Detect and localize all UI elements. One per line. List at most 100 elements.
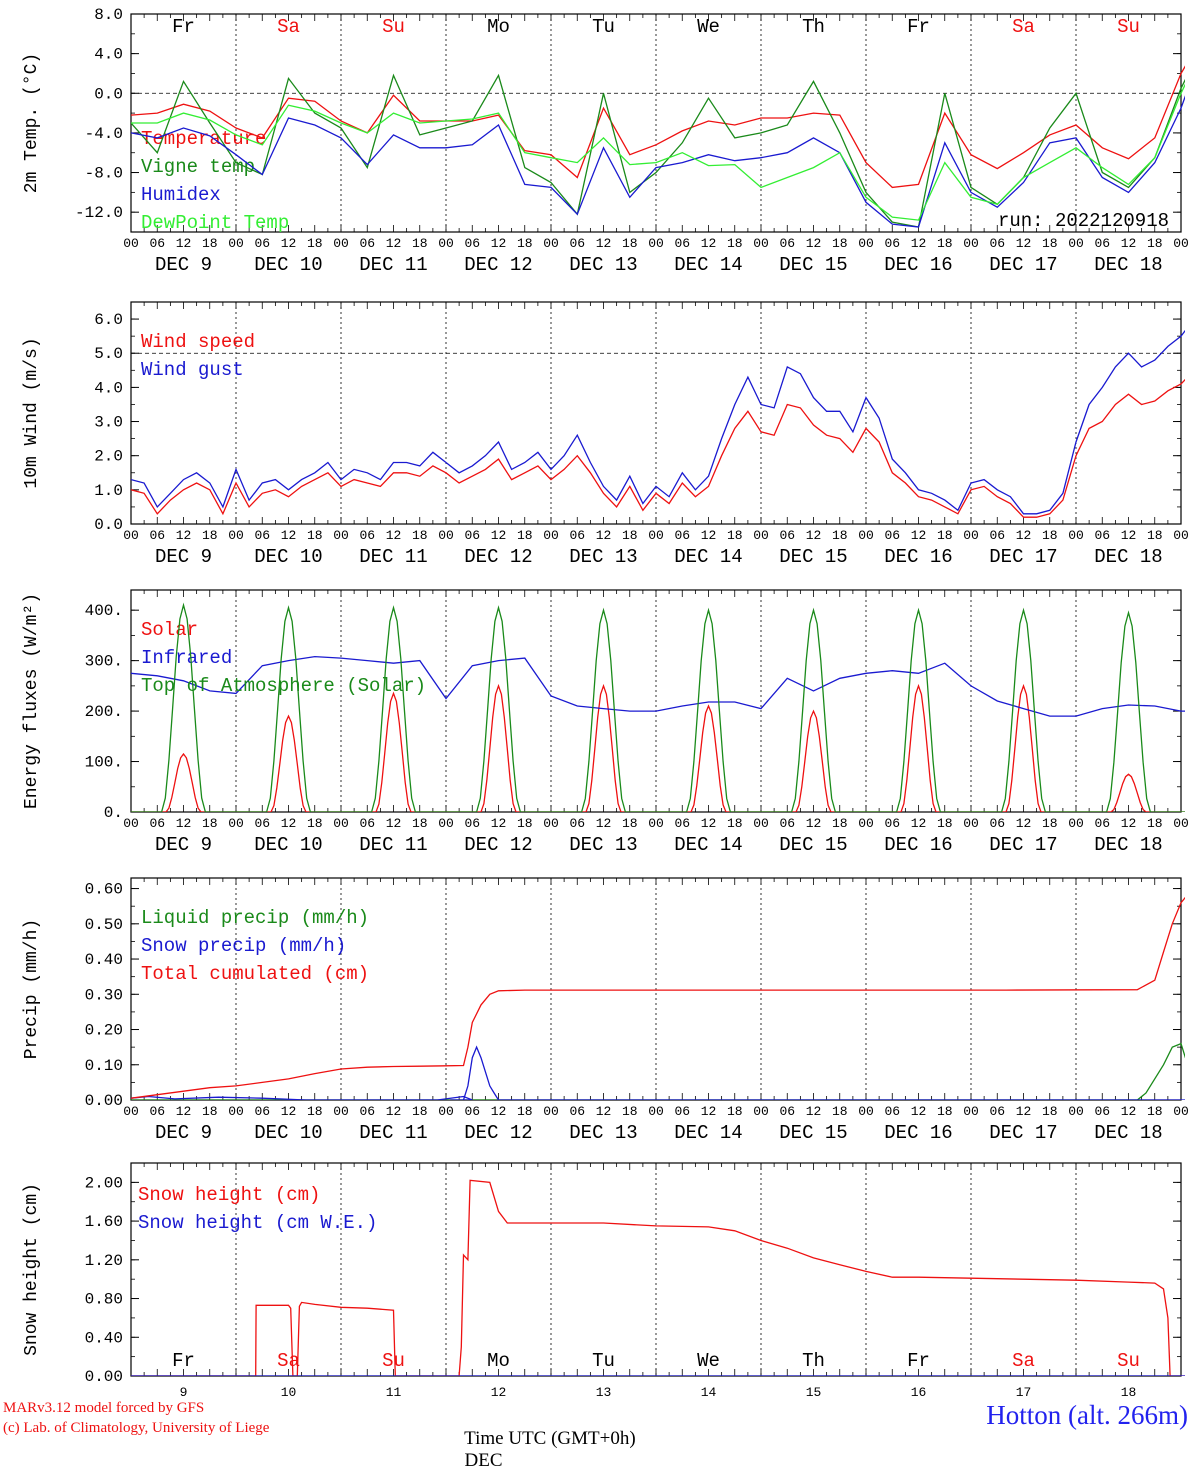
hour-label: 00 [963,528,979,543]
legend-entry: Wind speed [141,331,255,353]
series-line-humidex [131,95,1185,228]
hour-label: 12 [176,1104,192,1119]
hour-label: 00 [858,1104,874,1119]
date-label: DEC 18 [1094,254,1162,276]
hour-label: 12 [176,236,192,251]
panel-4: 0.60 0.50 0.40 0.30 0.20 0.10 0.00 Precip (mm/h… [22,877,1189,1144]
day-number: 9 [180,1385,188,1400]
day-number: 13 [596,1385,612,1400]
legend-entry: Solar [141,619,198,641]
x-axis-title: Time UTC (GMT+0h) DEC [455,1406,636,1472]
hour-label: 18 [517,816,533,831]
weekday-label: Mo [487,1350,510,1372]
hour-label: 06 [149,1104,165,1119]
hour-label: 12 [386,816,402,831]
hour-label: 18 [202,1104,218,1119]
date-label: DEC 11 [359,1122,427,1144]
date-label: DEC 9 [155,834,212,856]
hour-label: 18 [1042,528,1058,543]
hour-label: 18 [937,236,953,251]
hour-label: 18 [412,816,428,831]
y-tick-label: 1.20 [85,1252,123,1270]
hour-label: 12 [491,816,507,831]
station-name: Hotton (alt. 266m) [986,1400,1188,1430]
hour-label: 18 [832,236,848,251]
hour-label: 18 [937,816,953,831]
hour-label: 12 [281,236,297,251]
hour-label: 00 [1068,528,1084,543]
hour-label: 18 [832,1104,848,1119]
y-tick-label: -4.0 [85,125,123,143]
hour-label: 12 [176,816,192,831]
hour-label: 00 [228,1104,244,1119]
hour-label: 12 [491,1104,507,1119]
hour-label: 00 [648,236,664,251]
hour-label: 06 [674,816,690,831]
hour-label: 06 [884,1104,900,1119]
date-label: DEC 12 [464,834,532,856]
hour-label: 00 [543,1104,559,1119]
hour-label: 00 [963,816,979,831]
hour-label: 18 [832,816,848,831]
y-tick-label: 0.50 [85,916,123,934]
date-label: DEC 17 [989,254,1057,276]
hour-label: 12 [701,528,717,543]
hour-label: 18 [1147,528,1163,543]
day-number: 18 [1121,1385,1137,1400]
hour-label: 12 [701,236,717,251]
series-line-snow-precip-mm-h- [131,1045,1185,1100]
hour-label: 06 [254,816,270,831]
hour-label: 18 [517,236,533,251]
hour-label: 00 [1068,1104,1084,1119]
hour-label: 18 [307,816,323,831]
hour-label: 12 [1121,1104,1137,1119]
hour-label: 18 [202,528,218,543]
legend-entry: Temperature [141,128,266,150]
weekday-label: Su [382,16,405,38]
hour-label: 06 [359,1104,375,1119]
hour-label: 12 [1016,816,1032,831]
y-tick-label: 2.0 [94,448,123,466]
weekday-label: Sa [277,16,300,38]
hour-label: 12 [911,1104,927,1119]
y-tick-label: 300. [85,653,123,671]
hour-label: 06 [149,528,165,543]
series-line-wind-speed [131,378,1185,518]
hour-label: 18 [1042,816,1058,831]
hour-label: 12 [1016,1104,1032,1119]
day-number: 10 [281,1385,297,1400]
panel-3: 400. 300. 200. 100. 0. Energy fluxes (W/m²) 00… [22,589,1189,856]
hour-label: 12 [596,236,612,251]
date-label: DEC 13 [569,254,637,276]
hour-label: 06 [779,1104,795,1119]
series-line-infrared [131,655,1185,717]
date-label: DEC 14 [674,1122,742,1144]
hour-label: 00 [858,528,874,543]
hour-label: 12 [596,528,612,543]
date-label: DEC 17 [989,834,1057,856]
hour-label: 06 [779,528,795,543]
day-number: 14 [701,1385,717,1400]
series-line-dewpoint-temp [131,83,1185,221]
hour-label: 12 [1121,528,1137,543]
hour-label: 00 [123,528,139,543]
y-tick-label: 0. [104,804,123,822]
y-tick-label: 0.40 [85,1329,123,1347]
y-tick-label: 0.0 [94,85,123,103]
hour-label: 06 [464,528,480,543]
hour-label: 06 [254,528,270,543]
hour-label: 06 [674,236,690,251]
hour-label: 18 [307,1104,323,1119]
hour-label: 18 [622,816,638,831]
hour-label: 00 [123,816,139,831]
hour-label: 18 [307,528,323,543]
hour-label: 12 [386,1104,402,1119]
hour-label: 18 [1147,1104,1163,1119]
series-line-temperature [131,65,1185,189]
hour-label: 06 [884,816,900,831]
hour-label: 00 [438,1104,454,1119]
date-label: DEC 13 [569,546,637,568]
hour-label: 12 [806,236,822,251]
y-tick-label: 5.0 [94,345,123,363]
hour-label: 06 [884,528,900,543]
